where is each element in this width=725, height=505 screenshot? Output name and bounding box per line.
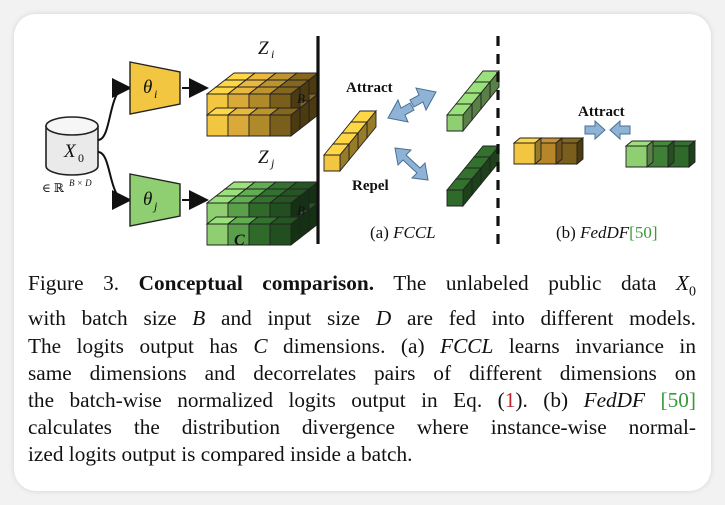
model-j-label: θ (143, 189, 152, 210)
zi-sub: i (271, 47, 274, 61)
input-dim-label: ∈ ℝ (42, 181, 65, 195)
model-j-sub: j (152, 199, 158, 213)
input-sub: 0 (78, 151, 84, 165)
figure-caption: Figure 3. Conceptual comparison. The unl… (28, 270, 696, 469)
logit-cube (268, 107, 302, 137)
equation-ref[interactable]: 1 (504, 388, 516, 413)
zj-sub: j (269, 156, 275, 170)
figure-diagram: X 0 ∈ ℝ B × D θ i θ j Z i Z j B B C Attr… (42, 36, 697, 249)
caption-line-7: ized logits output is compared inside a … (28, 442, 413, 467)
fccl-dark-green-column (446, 144, 500, 208)
subfig-a-caption: (a) FCCL (370, 223, 436, 242)
dimension-cube (446, 177, 473, 208)
feddf-yellow-row (512, 137, 585, 165)
input-dim-sup: B × D (69, 178, 92, 188)
model-i-label: θ (143, 77, 152, 98)
subfig-b-caption: (b) FedDF[50] (556, 223, 658, 242)
input-data-cylinder: X 0 (45, 116, 99, 176)
arrow-to-model-j (97, 151, 132, 210)
model-theta-j: θ j (129, 173, 181, 227)
arrow-to-model-i (97, 78, 132, 141)
b-label-top: B (297, 91, 305, 106)
repel-label: Repel (352, 178, 389, 194)
logit-cube (268, 216, 302, 246)
caption-line-2: with batch size B and input size D are f… (28, 306, 696, 331)
model-i-sub: i (154, 87, 157, 101)
instance-cube (624, 140, 655, 168)
caption-line-6: calculates the distribution divergence w… (28, 415, 696, 440)
model-theta-i: θ i (129, 61, 181, 115)
citation-50[interactable]: [50] (660, 388, 697, 413)
c-label: C (234, 232, 245, 249)
caption-line-1: Figure 3. Conceptual comparison. The unl… (28, 271, 696, 300)
caption-line-4: same dimensions and decorrelates pairs o… (28, 360, 696, 385)
b-label-bottom: B (297, 203, 305, 218)
attract-arrows-b (584, 119, 631, 141)
caption-line-5: the batch-wise normalized logits output … (28, 388, 697, 413)
dimension-cube (323, 142, 350, 173)
feddf-green-row (624, 140, 697, 168)
attract-label-a: Attract (346, 80, 393, 96)
dimension-cube (446, 102, 473, 133)
fccl-yellow-column (323, 109, 377, 173)
caption-line-3: The logits output has C dimensions. (a) … (28, 333, 696, 358)
zj-label: Z (258, 147, 269, 168)
zi-label: Z (258, 38, 269, 59)
logits-block-zj (205, 181, 320, 246)
attract-arrows-a (387, 87, 437, 123)
attract-label-b: Attract (578, 104, 625, 120)
logits-block-zi (205, 72, 320, 137)
fccl-light-green-column (446, 69, 500, 133)
instance-cube (512, 137, 543, 165)
repel-arrow (394, 147, 429, 181)
input-label: X (63, 141, 77, 162)
